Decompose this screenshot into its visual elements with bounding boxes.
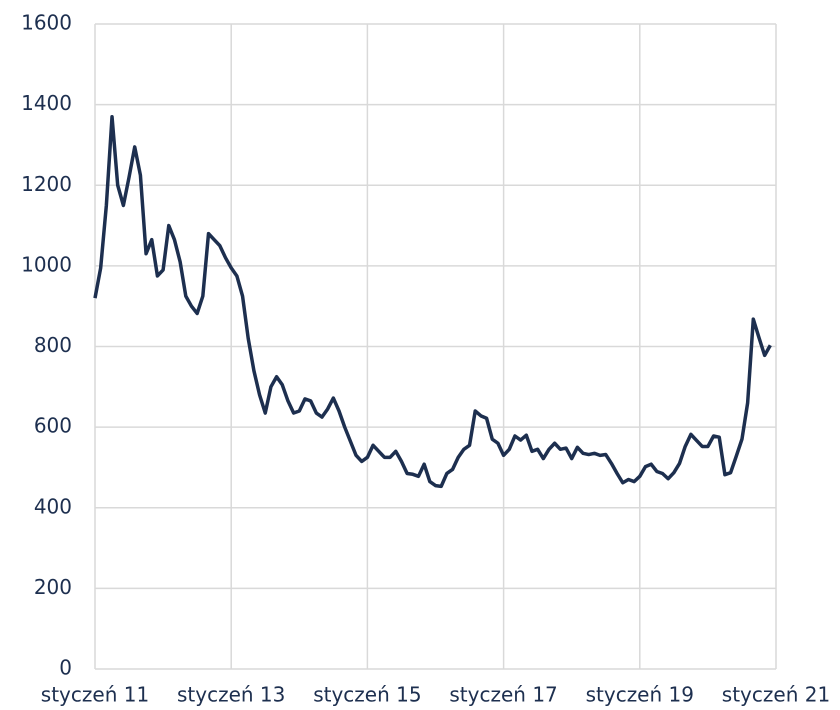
y-tick-label: 200 (34, 575, 72, 599)
y-tick-label: 1400 (21, 91, 72, 115)
x-tick-label: styczeń 13 (177, 683, 285, 707)
x-tick-label: styczeń 17 (449, 683, 557, 707)
x-tick-label: styczeń 19 (586, 683, 694, 707)
y-tick-label: 400 (34, 494, 72, 518)
x-tick-label: styczeń 15 (313, 683, 421, 707)
y-tick-label: 800 (34, 333, 72, 357)
x-tick-label: styczeń 11 (41, 683, 149, 707)
data-line (93, 114, 772, 489)
y-tick-label: 0 (59, 656, 72, 680)
y-tick-label: 1000 (21, 252, 72, 276)
y-tick-label: 1200 (21, 172, 72, 196)
y-tick-label: 1600 (21, 11, 72, 35)
x-tick-label: styczeń 21 (722, 683, 830, 707)
y-tick-label: 600 (34, 414, 72, 438)
